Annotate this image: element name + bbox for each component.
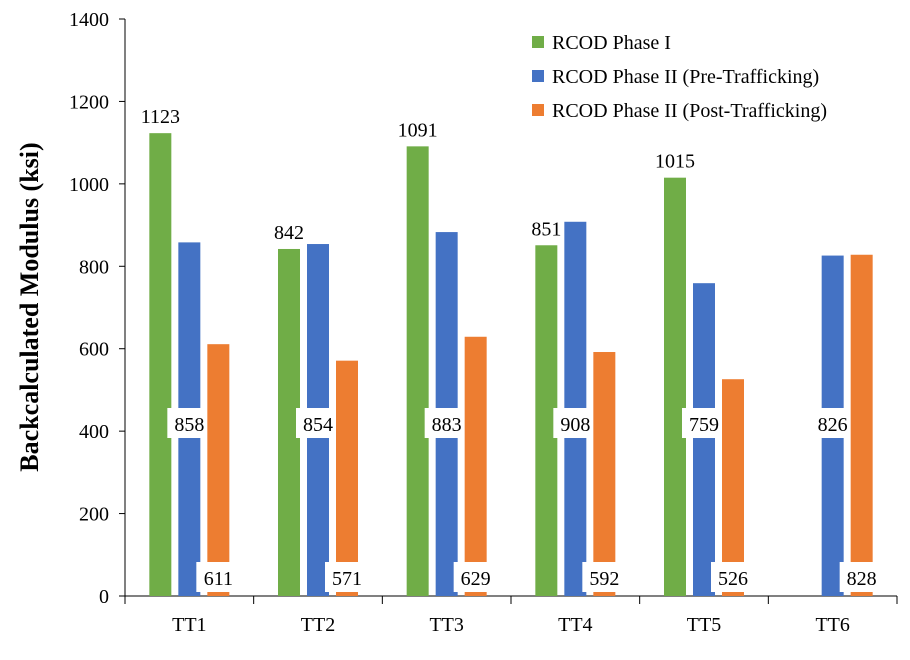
data-label-box <box>682 408 726 438</box>
y-tick-label: 1000 <box>69 174 109 196</box>
bar <box>464 336 487 596</box>
data-label: 571 <box>332 568 362 590</box>
legend: RCOD Phase I RCOD Phase II (Pre-Trafficki… <box>532 32 827 122</box>
data-label: 826 <box>818 414 848 436</box>
y-tick-label: 1400 <box>69 9 109 31</box>
legend-swatch <box>532 70 544 82</box>
data-label: 908 <box>560 414 590 436</box>
data-label: 629 <box>461 568 491 590</box>
x-tick-label: TT1 <box>172 614 206 636</box>
bar <box>207 344 230 596</box>
data-label: 828 <box>847 568 877 590</box>
data-label: 854 <box>303 414 333 436</box>
data-label: 858 <box>174 414 204 436</box>
y-tick-label: 600 <box>79 339 109 361</box>
data-label-box <box>167 408 212 438</box>
legend-label: RCOD Phase II (Post-Trafficking) <box>552 100 827 122</box>
data-label: 759 <box>689 414 719 436</box>
bar <box>406 146 429 596</box>
bar <box>336 360 358 596</box>
data-label-box <box>196 562 241 592</box>
bar <box>535 245 558 597</box>
plot-area: 0 200 400 600 800 1000 1200 1400 TT1 TT2 TT3 TT4 TT5… <box>69 9 898 636</box>
y-tick-label: 400 <box>79 421 109 443</box>
bar <box>149 133 172 596</box>
data-label: 592 <box>589 568 619 590</box>
y-tick-label: 800 <box>79 256 109 278</box>
data-label-box <box>711 562 755 592</box>
data-label-box <box>553 408 598 438</box>
data-label-box <box>839 562 884 592</box>
x-tick-label: TT2 <box>301 614 335 636</box>
bar <box>850 254 873 596</box>
data-label-box <box>424 408 469 438</box>
data-label: 1015 <box>655 151 695 173</box>
x-tick-label: TT3 <box>429 614 463 636</box>
data-label: 842 <box>274 222 304 244</box>
data-label: 526 <box>718 568 748 590</box>
x-tick-label: TT4 <box>558 614 592 636</box>
data-label-box <box>582 562 627 592</box>
bar <box>593 352 616 596</box>
legend-label: RCOD Phase I <box>552 32 671 54</box>
legend-swatch <box>532 104 544 116</box>
legend-label: RCOD Phase II (Pre-Trafficking) <box>552 66 819 88</box>
data-label: 883 <box>432 414 462 436</box>
legend-swatch <box>532 36 544 48</box>
x-tick-label: TT6 <box>815 614 849 636</box>
data-label: 1091 <box>398 119 438 141</box>
data-label: 611 <box>204 568 233 590</box>
y-axis-title: Backcalculated Modulus (ksi) <box>15 142 44 471</box>
data-label: 851 <box>531 218 561 240</box>
bar <box>693 283 715 596</box>
bar <box>278 248 300 596</box>
y-tick-label: 0 <box>99 586 109 608</box>
data-label-box <box>296 408 340 438</box>
data-label: 1123 <box>141 106 180 128</box>
y-tick-label: 200 <box>79 504 109 526</box>
y-tick-label: 1200 <box>69 91 109 113</box>
data-label-box <box>453 562 498 592</box>
data-label-box <box>325 562 369 592</box>
x-tick-label: TT5 <box>687 614 721 636</box>
bar <box>722 379 744 596</box>
bar <box>664 177 686 597</box>
data-label-box <box>810 408 855 438</box>
